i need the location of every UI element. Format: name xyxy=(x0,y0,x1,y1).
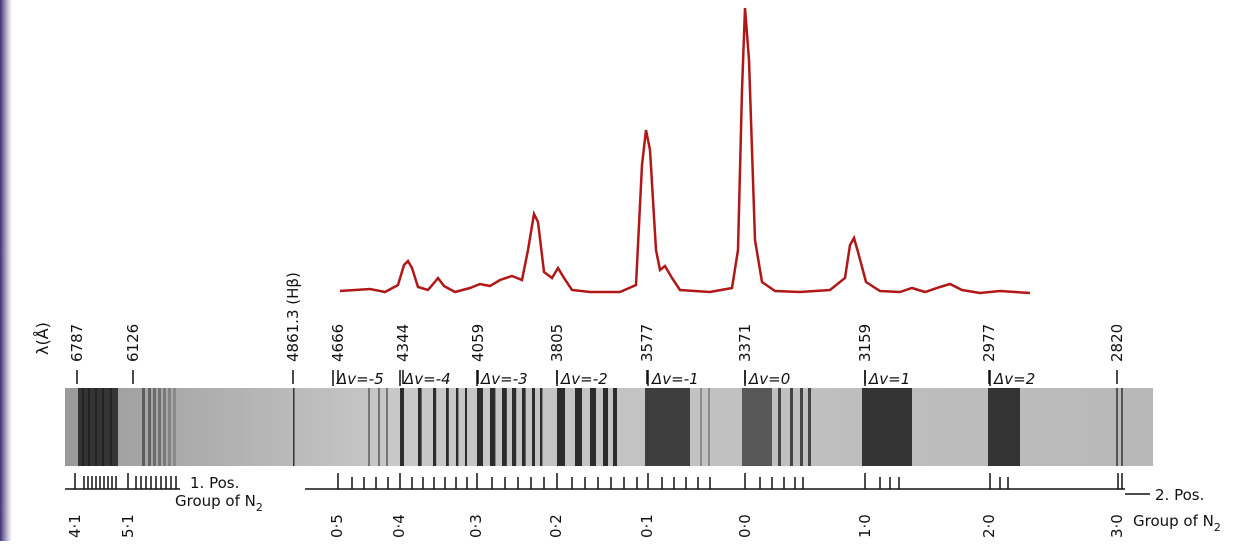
scale-ticks xyxy=(74,473,1123,489)
band xyxy=(153,388,156,466)
delta-v-label: Δv=-4 xyxy=(403,370,451,388)
band xyxy=(378,388,380,466)
wavelength-label: 6126 xyxy=(124,324,142,362)
transition-label: 4·1 xyxy=(66,514,84,538)
group-sub: 2 xyxy=(1214,521,1221,534)
band xyxy=(490,388,496,466)
transition-label: 0·2 xyxy=(547,514,565,538)
band xyxy=(557,388,565,466)
group-text: Group of N xyxy=(175,492,256,510)
group-name: 2. Pos. xyxy=(1155,486,1204,504)
delta-v-label: Δv=-5 xyxy=(336,370,384,388)
delta-v-label: Δv=-3 xyxy=(480,370,528,388)
band xyxy=(862,388,912,466)
band xyxy=(110,388,112,466)
wavelength-label: 2820 xyxy=(1108,324,1126,362)
band xyxy=(603,388,608,466)
band xyxy=(532,388,535,466)
band xyxy=(1116,388,1118,466)
band xyxy=(778,388,781,466)
band xyxy=(700,388,702,466)
group-text: Group of N xyxy=(1133,512,1214,530)
band xyxy=(800,388,803,466)
group-name: 1. Pos. xyxy=(190,474,239,492)
band xyxy=(540,388,543,466)
band xyxy=(477,388,483,466)
band xyxy=(645,388,690,466)
band xyxy=(808,388,811,466)
band xyxy=(95,388,97,466)
wavelength-label: 3371 xyxy=(736,324,754,362)
band xyxy=(168,388,171,466)
delta-v-label: Δv=0 xyxy=(748,370,790,388)
band xyxy=(102,388,104,466)
band xyxy=(418,388,422,466)
delta-v-label: Δv=-1 xyxy=(651,370,699,388)
band xyxy=(293,388,295,466)
edge-strip xyxy=(0,0,12,541)
band xyxy=(148,388,151,466)
wavelength-label: 2977 xyxy=(980,324,998,362)
band xyxy=(433,388,437,466)
transition-label: 0·1 xyxy=(638,514,656,538)
band xyxy=(173,388,176,466)
wavelength-label: 3805 xyxy=(548,324,566,362)
spectrum-plate xyxy=(65,388,1153,466)
wavelength-label: 4059 xyxy=(469,324,487,362)
intensity-trace xyxy=(339,7,1031,295)
band xyxy=(88,388,90,466)
wavelength-label: 6787 xyxy=(68,324,86,362)
band xyxy=(590,388,596,466)
group-text: Group of N2 xyxy=(175,492,263,514)
transition-label: 3·0 xyxy=(1108,514,1126,538)
band xyxy=(1121,388,1123,466)
band xyxy=(400,388,404,466)
delta-v-label: Δv=2 xyxy=(993,370,1035,388)
delta-v-label: Δv=-2 xyxy=(560,370,608,388)
band xyxy=(163,388,166,466)
transition-label: 0·4 xyxy=(390,514,408,538)
band xyxy=(158,388,161,466)
band xyxy=(446,388,449,466)
group-text: Group of N2 xyxy=(1133,512,1221,534)
spectrum-bands xyxy=(78,388,1123,466)
band xyxy=(575,388,582,466)
wavelength-label: 3159 xyxy=(856,324,874,362)
band xyxy=(790,388,793,466)
band xyxy=(613,388,617,466)
band xyxy=(142,388,145,466)
transition-label: 2·0 xyxy=(980,514,998,538)
axis-label: λ(Å) xyxy=(33,322,52,355)
band xyxy=(708,388,710,466)
band xyxy=(522,388,526,466)
transition-label: 0·0 xyxy=(736,514,754,538)
wavelength-label: 3577 xyxy=(638,324,656,362)
band xyxy=(82,388,84,466)
transition-label: 5·1 xyxy=(119,514,137,538)
transition-label: 1·0 xyxy=(856,514,874,538)
group-sub: 2 xyxy=(256,501,263,514)
band xyxy=(465,388,467,466)
band xyxy=(456,388,459,466)
band xyxy=(512,388,517,466)
wavelength-label: 4861.3 (Hβ) xyxy=(284,272,302,362)
wavelength-label: 4344 xyxy=(394,324,412,362)
transition-label: 0·5 xyxy=(328,514,346,538)
band xyxy=(386,388,388,466)
transition-label: 0·3 xyxy=(467,514,485,538)
band xyxy=(502,388,507,466)
band xyxy=(742,388,772,466)
delta-v-label: Δv=1 xyxy=(868,370,910,388)
wavelength-label: 4666 xyxy=(329,324,347,362)
band xyxy=(988,388,1020,466)
band xyxy=(368,388,370,466)
